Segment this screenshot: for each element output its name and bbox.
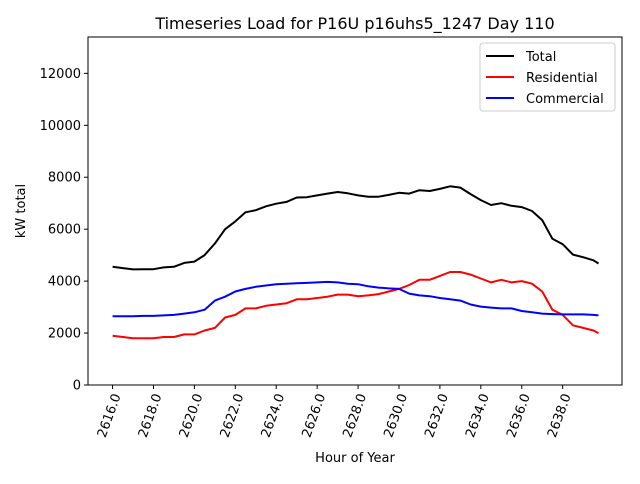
y-axis-label: kW total bbox=[14, 184, 29, 238]
plot-lines bbox=[112, 185, 600, 340]
y-tick-label: 8000 bbox=[48, 171, 81, 186]
y-tick-label: 0 bbox=[73, 379, 81, 394]
legend: Total Residential Commercial bbox=[479, 42, 616, 112]
y-tick-label: 4000 bbox=[48, 275, 81, 290]
y-tick-label: 6000 bbox=[48, 223, 81, 238]
x-axis-label: Hour of Year bbox=[315, 451, 395, 466]
legend-label-commercial: Commercial bbox=[526, 92, 604, 107]
plot-frame bbox=[87, 36, 623, 386]
y-tick-label: 10000 bbox=[40, 119, 81, 134]
y-tick-label: 2000 bbox=[48, 327, 81, 342]
series-line-commercial bbox=[112, 280, 599, 318]
chart-title: Timeseries Load for P16U p16uhs5_1247 Da… bbox=[154, 14, 554, 34]
series-line-residential bbox=[112, 271, 599, 340]
y-tick-label: 12000 bbox=[40, 67, 81, 82]
legend-label-residential: Residential bbox=[526, 71, 598, 86]
y-axis-ticks: 0 2000 4000 6000 8000 10000 12000 bbox=[40, 67, 88, 394]
series-line-total bbox=[112, 185, 600, 271]
legend-label-total: Total bbox=[525, 50, 556, 65]
legend-box bbox=[479, 42, 616, 112]
